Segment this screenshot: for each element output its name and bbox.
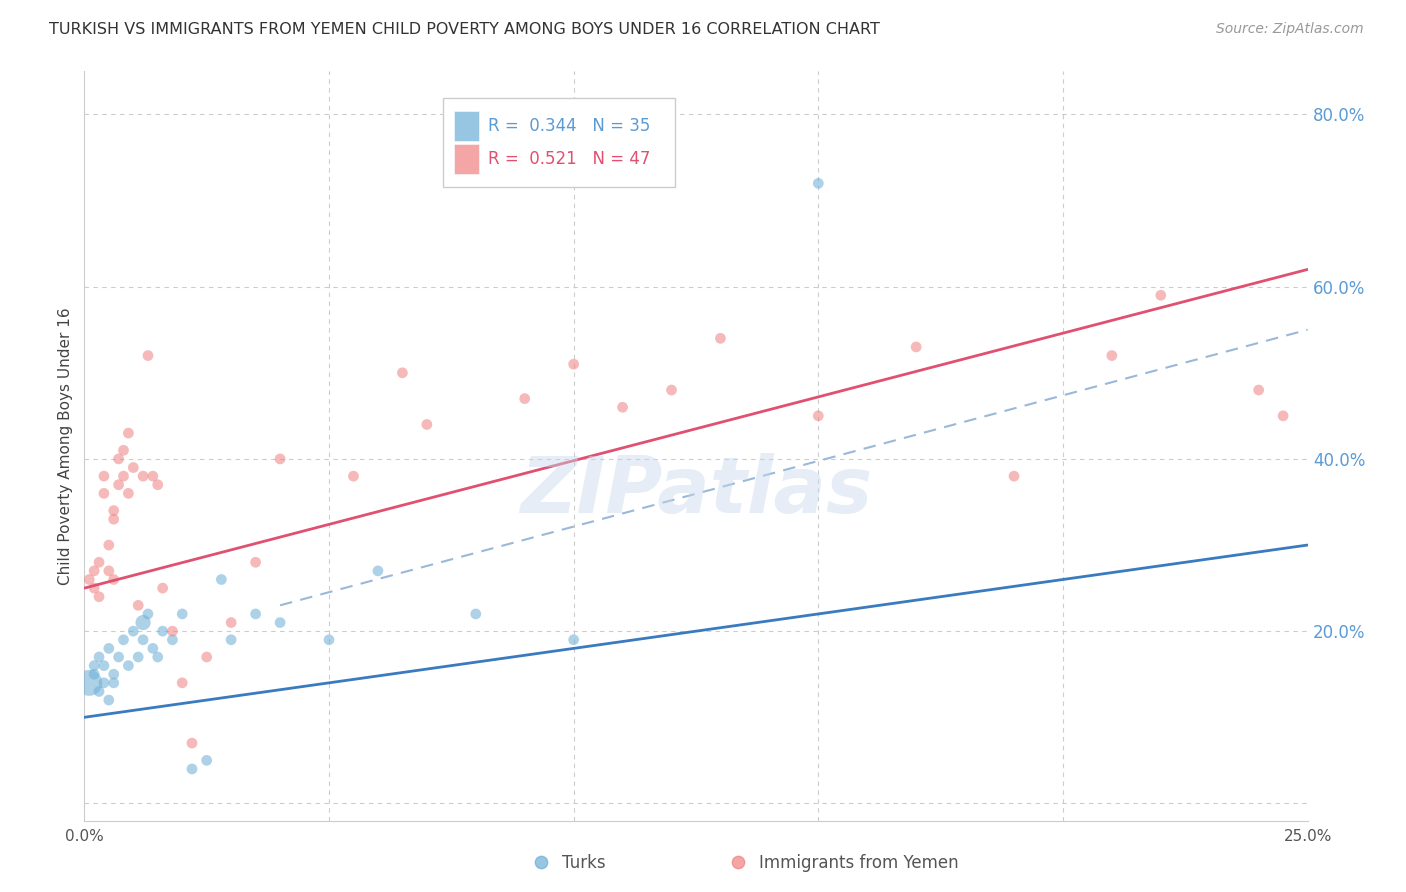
Point	[152, 581, 174, 595]
Point	[93, 486, 115, 500]
Point	[1002, 469, 1025, 483]
Point	[142, 469, 165, 483]
Point	[209, 573, 232, 587]
Point	[807, 177, 830, 191]
Point	[146, 477, 169, 491]
Point	[97, 538, 120, 552]
Point	[103, 503, 125, 517]
Point	[87, 590, 110, 604]
Point	[162, 624, 184, 639]
Point	[146, 650, 169, 665]
Point	[112, 632, 135, 647]
Point	[530, 855, 553, 869]
Point	[112, 469, 135, 483]
Point	[107, 477, 129, 491]
Point	[107, 451, 129, 466]
Point	[117, 658, 139, 673]
Text: R =  0.344   N = 35: R = 0.344 N = 35	[488, 117, 650, 135]
Point	[136, 607, 159, 621]
Point	[172, 676, 194, 690]
Point	[103, 676, 125, 690]
Point	[219, 615, 242, 630]
Point	[172, 607, 194, 621]
Text: R =  0.521   N = 47: R = 0.521 N = 47	[488, 150, 650, 168]
Point	[122, 624, 145, 639]
Point	[152, 624, 174, 639]
Point	[132, 632, 155, 647]
Point	[612, 401, 634, 415]
Point	[562, 357, 585, 371]
Point	[87, 555, 110, 569]
Point	[112, 443, 135, 458]
Point	[195, 753, 218, 767]
Point	[269, 451, 291, 466]
Point	[83, 658, 105, 673]
Point	[103, 667, 125, 681]
Point	[195, 650, 218, 665]
Point	[77, 573, 100, 587]
Point	[562, 632, 585, 647]
Point	[127, 599, 149, 613]
Point	[661, 383, 683, 397]
Text: TURKISH VS IMMIGRANTS FROM YEMEN CHILD POVERTY AMONG BOYS UNDER 16 CORRELATION C: TURKISH VS IMMIGRANTS FROM YEMEN CHILD P…	[49, 22, 880, 37]
Point	[97, 564, 120, 578]
Point	[117, 426, 139, 441]
Point	[87, 684, 110, 698]
Point	[132, 469, 155, 483]
Point	[117, 486, 139, 500]
Point	[142, 641, 165, 656]
Point	[162, 632, 184, 647]
Point	[245, 555, 267, 569]
Point	[93, 469, 115, 483]
Point	[107, 650, 129, 665]
Y-axis label: Child Poverty Among Boys Under 16: Child Poverty Among Boys Under 16	[58, 307, 73, 585]
Point	[103, 573, 125, 587]
Point	[93, 658, 115, 673]
Point	[181, 762, 204, 776]
Point	[416, 417, 439, 432]
Point	[269, 615, 291, 630]
Point	[97, 641, 120, 656]
Text: Turks: Turks	[562, 855, 606, 872]
Point	[1150, 288, 1173, 302]
Point	[103, 512, 125, 526]
Point	[77, 676, 100, 690]
Point	[87, 650, 110, 665]
Point	[464, 607, 486, 621]
Point	[93, 676, 115, 690]
Point	[342, 469, 364, 483]
Point	[1272, 409, 1295, 423]
Point	[83, 667, 105, 681]
Point	[709, 331, 731, 345]
Point	[318, 632, 340, 647]
Point	[513, 392, 536, 406]
Text: Immigrants from Yemen: Immigrants from Yemen	[759, 855, 959, 872]
Point	[1247, 383, 1270, 397]
Point	[127, 650, 149, 665]
Point	[97, 693, 120, 707]
Point	[83, 564, 105, 578]
Point	[219, 632, 242, 647]
Point	[1101, 349, 1123, 363]
Point	[122, 460, 145, 475]
Point	[83, 581, 105, 595]
Point	[132, 615, 155, 630]
Point	[245, 607, 267, 621]
Point	[391, 366, 413, 380]
Point	[727, 855, 749, 869]
Text: ZIPatlas: ZIPatlas	[520, 453, 872, 529]
Text: Source: ZipAtlas.com: Source: ZipAtlas.com	[1216, 22, 1364, 37]
Point	[807, 409, 830, 423]
Point	[136, 349, 159, 363]
Point	[181, 736, 204, 750]
Point	[905, 340, 928, 354]
Point	[367, 564, 389, 578]
